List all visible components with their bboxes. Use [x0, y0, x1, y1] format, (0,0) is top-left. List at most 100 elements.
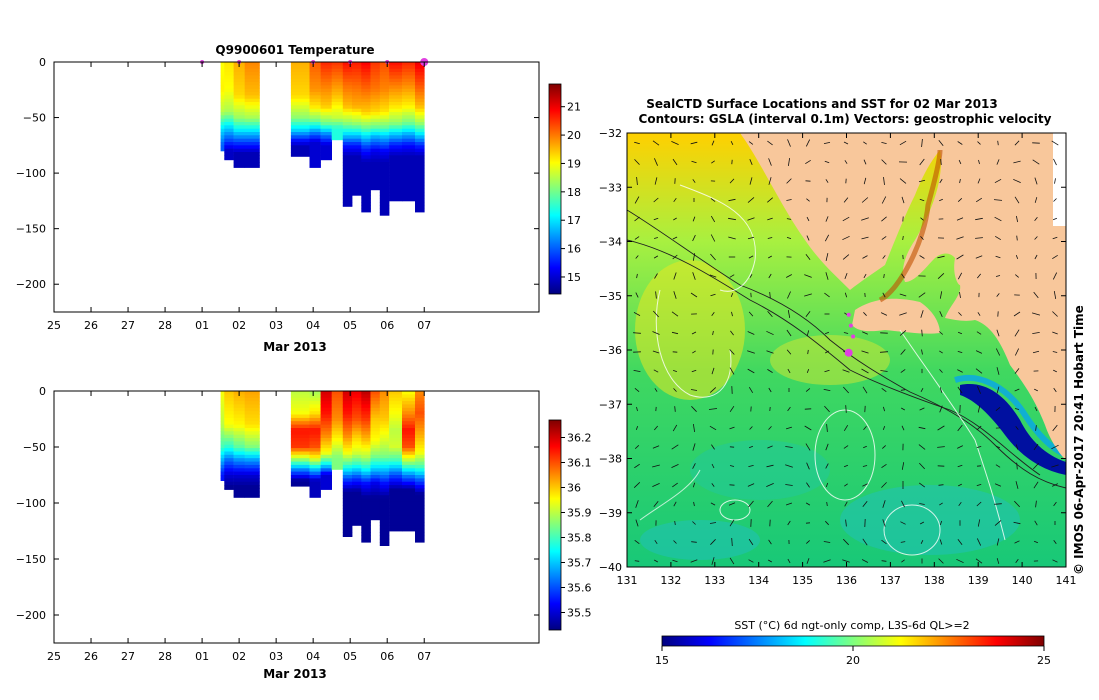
velocity-vector [863, 425, 867, 431]
heatmap-cell [220, 105, 225, 109]
heatmap-cell [320, 102, 332, 106]
velocity-vector [843, 386, 849, 394]
heatmap-cell [224, 125, 234, 129]
heatmap-cell [361, 148, 371, 153]
heatmap-cell [233, 475, 245, 479]
salinity-panel: 25 26 27 28 01 02 03 04 05 06 07 0−50−100−150−200 … [16, 385, 592, 681]
velocity-vector [1053, 540, 1057, 544]
velocity-vector [902, 235, 904, 241]
heatmap-cell [220, 108, 225, 113]
heatmap-cell [352, 522, 362, 526]
temperature-x-axis: 25 26 27 28 01 02 03 04 05 06 07 [47, 62, 431, 332]
no-data-area [1053, 133, 1066, 226]
heatmap-cell [415, 441, 425, 446]
heatmap-cell [224, 102, 234, 106]
heatmap-cell [352, 72, 362, 76]
heatmap-cell [320, 414, 332, 419]
seal-locations [844, 312, 856, 357]
heatmap-cell [331, 75, 344, 79]
heatmap-cell [224, 438, 234, 442]
velocity-vector [996, 293, 1000, 297]
velocity-vector [862, 465, 868, 467]
heatmap-cell [233, 78, 245, 83]
heatmap-cell [342, 475, 353, 479]
velocity-vector [1053, 501, 1057, 507]
heatmap-cell [331, 135, 344, 139]
velocity-vector [900, 349, 906, 355]
velocity-vector [975, 197, 983, 203]
heatmap-cell [389, 155, 403, 159]
heatmap-cell [415, 532, 425, 536]
velocity-vector [862, 386, 868, 394]
velocity-vector [692, 521, 696, 525]
heatmap-cell [342, 75, 353, 79]
velocity-vector [786, 329, 792, 337]
heatmap-cell [402, 105, 416, 109]
heatmap-cell [370, 148, 381, 153]
heatmap-cell [361, 421, 371, 425]
velocity-vector [825, 482, 829, 488]
velocity-vector [785, 446, 793, 448]
heatmap-cell [233, 85, 245, 89]
velocity-vector [956, 558, 964, 564]
heatmap-cell [342, 165, 353, 169]
heatmap-cell [233, 122, 245, 126]
heatmap-cell [233, 411, 245, 415]
heatmap-cell [320, 401, 332, 405]
heatmap-cell [309, 464, 321, 469]
heatmap-cell [361, 135, 371, 139]
heatmap-cell [402, 172, 416, 176]
heatmap-cell [290, 102, 310, 106]
heatmap-cell [379, 112, 390, 116]
heatmap-cell [342, 414, 353, 419]
heatmap-cell [352, 95, 362, 99]
velocity-vector [785, 426, 793, 430]
velocity-vector [691, 541, 697, 543]
heatmap-cell [244, 98, 260, 103]
gsla-contour [814, 409, 876, 501]
velocity-vector [823, 142, 831, 144]
heatmap-cell [361, 185, 371, 189]
heatmap-cell [220, 391, 225, 395]
heatmap-cell [309, 142, 321, 146]
heatmap-cell [370, 78, 381, 83]
heatmap-cell [402, 62, 416, 66]
velocity-vector [728, 217, 736, 221]
colorbar-tick-label: 36.1 [567, 457, 592, 470]
heatmap-cell [379, 431, 390, 436]
gulf-warm-water [878, 149, 943, 303]
heatmap-cell [352, 85, 362, 89]
velocity-vector [652, 140, 660, 146]
velocity-vector [711, 557, 715, 565]
velocity-vector [729, 274, 735, 278]
heatmap-cell [331, 464, 344, 469]
velocity-vector [843, 445, 849, 449]
heatmap-cell [224, 108, 234, 113]
heatmap-cell [402, 431, 416, 436]
heatmap-cell [331, 78, 344, 83]
heatmap-cell [415, 95, 425, 99]
velocity-vector [863, 312, 867, 316]
velocity-vector [1051, 140, 1059, 146]
heatmap-cell [389, 397, 403, 402]
gsla-contour [639, 469, 701, 521]
heatmap-cell [379, 542, 390, 546]
heatmap-cell [379, 451, 390, 456]
heatmap-cell [352, 132, 362, 136]
heatmap-cell [290, 75, 310, 79]
velocity-vector [881, 142, 887, 144]
heatmap-cell [320, 128, 332, 133]
velocity-vector [994, 503, 1002, 505]
heatmap-cell [379, 72, 390, 76]
velocity-vector [767, 237, 773, 239]
heatmap-cell [233, 82, 245, 86]
velocity-vector [653, 197, 659, 203]
map-y-tick-label: −32 [599, 127, 622, 140]
velocity-vector [939, 350, 943, 354]
heatmap-cell [290, 464, 310, 469]
heatmap-cell [224, 481, 234, 486]
heatmap-cell [352, 451, 362, 456]
velocity-vector [1035, 425, 1037, 431]
heatmap-cell [370, 417, 381, 422]
velocity-vector [748, 255, 754, 259]
